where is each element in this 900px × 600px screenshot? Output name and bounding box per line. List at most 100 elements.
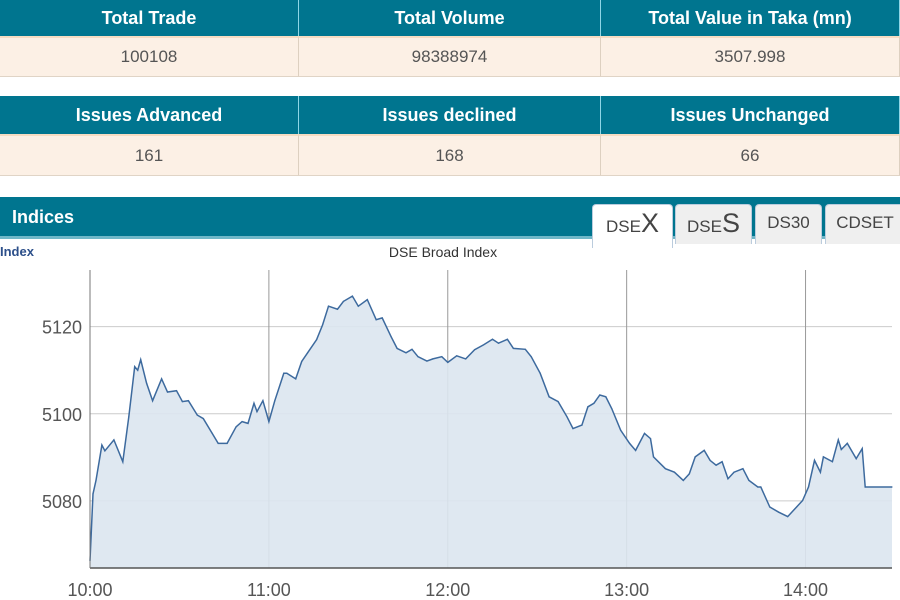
tab-ds30[interactable]: DS30 [755,204,822,244]
x-tick-label: 13:00 [604,580,649,600]
data-point [840,448,842,451]
data-point [262,400,264,402]
data-point [122,461,124,463]
tab-dsex[interactable]: DSE X [592,204,673,248]
data-point [336,308,339,310]
data-point [649,438,652,440]
data-point [891,486,893,488]
data-point [286,372,288,374]
data-point [321,324,324,326]
data-point [217,442,219,444]
data-point [104,450,106,452]
data-point [652,456,655,458]
data-point [634,449,637,451]
data-point [682,479,684,482]
data-point [539,372,541,374]
data-point [134,366,136,368]
data-point [506,338,508,340]
data-point [274,400,276,402]
data-point [524,348,526,350]
data-point [787,515,789,518]
data-point [396,347,398,350]
data-point [166,391,169,393]
data-point [196,414,198,416]
area-fill [90,296,892,568]
y-tick-label: 5100 [42,405,82,425]
data-point [441,356,443,358]
data-point [801,499,804,502]
data-point [381,317,383,319]
data-point [95,479,97,482]
data-point [703,449,705,451]
data-point [101,444,103,446]
data-point [819,471,822,473]
data-point [146,382,148,384]
data-point [837,439,839,441]
data-point [831,461,833,463]
data-point [530,356,532,358]
tab-label: DS30 [767,213,810,232]
data-point [366,299,368,301]
data-point [778,511,780,513]
header-issues-declined: Issues declined [299,96,601,134]
series-line [89,295,892,561]
x-tick-label: 11:00 [247,580,291,600]
data-point [342,300,345,302]
data-point [315,339,318,341]
market-summary-table: Total Trade Total Volume Total Value in … [0,0,900,77]
data-point [327,305,330,307]
data-point [599,394,601,396]
data-point [757,486,759,488]
data-point [629,442,631,444]
header-issues-advanced: Issues Advanced [0,96,299,134]
data-point [140,359,142,361]
tab-label: CDSET [836,213,894,232]
data-point [211,432,213,434]
value-issues-declined: 168 [299,134,601,176]
data-point [709,459,711,461]
data-point [241,421,243,423]
data-point [855,458,857,460]
data-point [664,468,667,470]
chart-title: DSE Broad Index [388,244,498,260]
header-total-volume: Total Volume [299,0,601,36]
value-total-volume: 98388974 [299,36,601,77]
data-point [795,506,798,508]
data-point [474,349,476,351]
data-point [465,358,467,360]
data-point [405,352,407,354]
data-point [253,402,255,404]
data-point [456,355,458,357]
data-point [807,486,810,488]
data-point [557,400,559,403]
data-point [715,464,717,466]
data-point [727,478,729,480]
data-point [113,439,115,441]
data-point [861,448,863,450]
data-point [283,372,285,374]
header-issues-unchanged: Issues Unchanged [601,96,900,134]
header-total-trade: Total Trade [0,0,299,36]
data-point [769,506,771,508]
data-point [497,342,500,344]
issues-table: Issues Advanced Issues declined Issues U… [0,96,900,176]
data-point [760,486,762,488]
data-point [351,295,353,297]
tab-cdset[interactable]: CDSET [825,204,900,244]
data-point [846,442,848,444]
data-point [256,410,258,413]
data-point [611,407,613,410]
tab-label-suffix: S [721,208,740,238]
data-point [748,479,750,482]
data-point [426,360,428,362]
data-point [152,400,154,402]
data-point [822,456,825,458]
data-point [482,344,485,346]
data-point [548,396,550,398]
value-total-value: 3507.998 [601,36,900,77]
data-point [417,356,419,358]
tab-label: DSE [687,217,722,236]
data-point [411,348,413,350]
tab-dses[interactable]: DSE S [675,204,752,244]
